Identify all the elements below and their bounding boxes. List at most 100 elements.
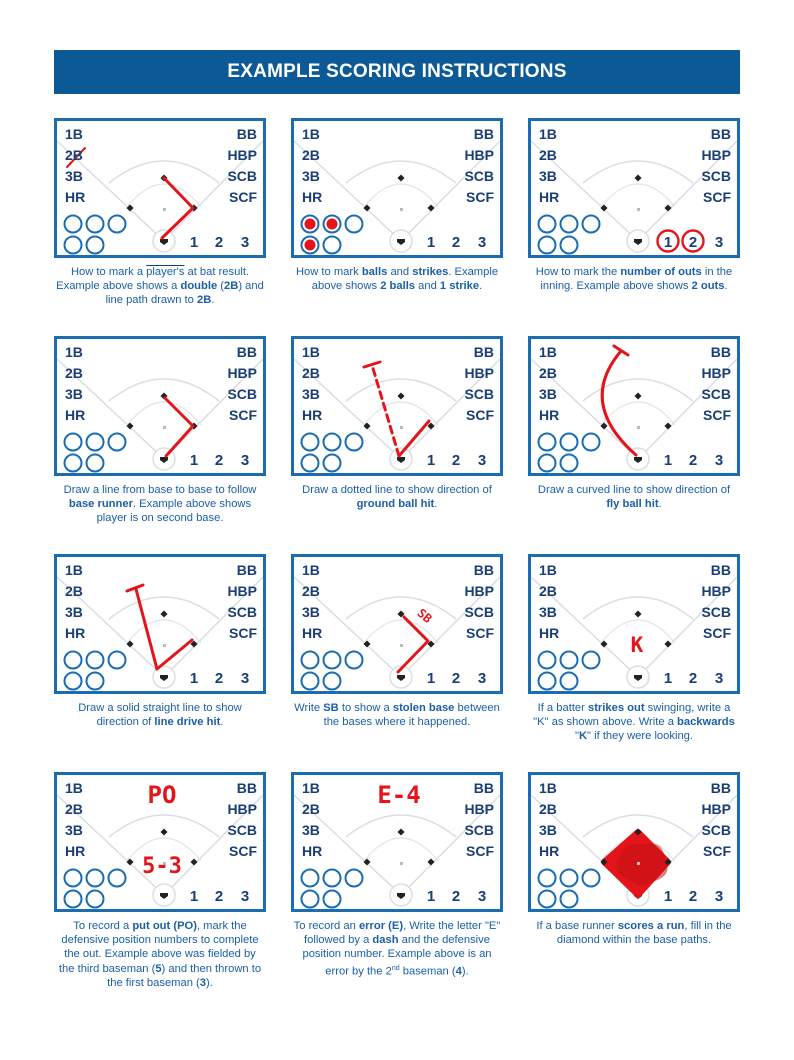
label-2b: 2B xyxy=(65,801,83,817)
out-number: 3 xyxy=(715,234,723,251)
foul-line-left xyxy=(531,140,639,242)
infield-arc xyxy=(600,619,676,644)
label-bb: BB xyxy=(473,344,494,360)
scorecard-box: 1 2 3 1B 2B 3B HR BB HBP SCB SCF xyxy=(54,554,266,694)
instruction-caption: If a base runner scores a run, fill in t… xyxy=(536,920,732,947)
infield-arc xyxy=(126,401,202,426)
label-1b: 1B xyxy=(302,562,320,578)
out-circle xyxy=(656,229,680,253)
instruction-caption: How to mark balls and strikes. Example a… xyxy=(295,266,499,293)
scorecard-box: 1 2 3 1B 2B 3B HR BB HBP SCB SCF xyxy=(528,772,740,912)
label-1b: 1B xyxy=(302,126,320,142)
count-circle xyxy=(300,432,320,452)
outfield-arc xyxy=(345,814,457,838)
scribble-fill xyxy=(616,843,668,886)
runner-path xyxy=(155,638,194,671)
scorecard-box: 1 2 3 K 1B 2B 3B HR BB HBP SCB SCF xyxy=(528,554,740,694)
label-3b: 3B xyxy=(65,386,83,402)
label-bb: BB xyxy=(710,344,731,360)
count-circle xyxy=(344,650,364,670)
label-hbp: HBP xyxy=(701,583,731,599)
out-number: 2 xyxy=(689,888,697,905)
infield-arc xyxy=(363,619,439,644)
label-hbp: HBP xyxy=(227,147,257,163)
pitchers-mound xyxy=(400,208,403,211)
scorecard-box: 1 2 3 E-4 1B 2B 3B HR BB HBP SCB SCF xyxy=(291,772,503,912)
outfield-arc xyxy=(582,596,694,620)
label-1b: 1B xyxy=(302,780,320,796)
label-2b: 2B xyxy=(539,147,557,163)
count-circle xyxy=(85,432,105,452)
instruction-caption: Draw a line from base to base to follow … xyxy=(63,484,257,525)
pitchers-mound xyxy=(163,644,166,647)
third-base xyxy=(363,204,371,212)
pitchers-mound xyxy=(637,862,640,865)
third-base xyxy=(600,422,608,430)
count-circle xyxy=(107,432,127,452)
instruction-caption: To record an error (E), Write the letter… xyxy=(293,920,501,978)
example-card-2: 1 2 3 1B 2B 3B HR BB HBP SCB SCF How to mark balls … xyxy=(291,118,503,293)
count-circle xyxy=(85,868,105,888)
label-scb: SCB xyxy=(701,604,731,620)
home-plate xyxy=(397,893,405,899)
label-3b: 3B xyxy=(65,822,83,838)
example-card-12: 1 2 3 1B 2B 3B HR BB HBP SCB SCF If a base runner s… xyxy=(528,772,740,947)
out-number: 3 xyxy=(715,670,723,687)
hit-end-tick xyxy=(125,583,145,593)
scorecard-box: 1 2 3 1B 2B 3B HR BB HBP SCB SCF xyxy=(54,336,266,476)
label-bb: BB xyxy=(236,126,257,142)
count-circle xyxy=(63,868,83,888)
scorecard-box: 1 2 3 1B 2B 3B HR BB HBP SCB SCF xyxy=(291,118,503,258)
label-hbp: HBP xyxy=(464,365,494,381)
baseball-field-diagram: 1 2 3 SB xyxy=(294,576,500,691)
count-circle xyxy=(537,235,557,255)
third-base xyxy=(126,204,134,212)
label-scb: SCB xyxy=(227,604,257,620)
example-card-5: 1 2 3 1B 2B 3B HR BB HBP SCB SCF Draw a dotted line… xyxy=(291,336,503,511)
count-circle xyxy=(107,650,127,670)
foul-line-right xyxy=(400,140,500,242)
foul-line-left xyxy=(57,358,165,460)
third-base xyxy=(126,640,134,648)
count-circle xyxy=(559,671,579,691)
outfield-arc xyxy=(108,814,220,838)
label-hbp: HBP xyxy=(227,365,257,381)
label-scb: SCB xyxy=(464,604,494,620)
defense-mark-center: 5-3 xyxy=(142,854,182,879)
pitchers-mound xyxy=(400,426,403,429)
infield-arc xyxy=(600,401,676,426)
label-hbp: HBP xyxy=(701,147,731,163)
label-bb: BB xyxy=(473,126,494,142)
label-2b: 2B xyxy=(65,583,83,599)
label-scf: SCF xyxy=(466,843,494,859)
foul-line-right xyxy=(163,794,263,896)
hit-end-tick xyxy=(612,344,630,357)
count-circle xyxy=(63,671,83,691)
label-1b: 1B xyxy=(65,344,83,360)
label-hr: HR xyxy=(65,625,86,641)
third-base xyxy=(363,640,371,648)
label-scb: SCB xyxy=(464,386,494,402)
scorecard-box: 1 2 3 1B 2B 3B HR BB HBP SCB SCF xyxy=(528,336,740,476)
count-circle xyxy=(559,650,579,670)
baseball-field-diagram: 1 2 3 K xyxy=(531,576,737,691)
pitchers-mound xyxy=(400,862,403,865)
out-number: 1 xyxy=(427,888,435,905)
label-hr: HR xyxy=(302,843,323,859)
label-1b: 1B xyxy=(539,562,557,578)
third-base xyxy=(363,422,371,430)
second-base xyxy=(397,174,405,182)
label-2b: 2B xyxy=(65,365,83,381)
label-scb: SCB xyxy=(464,168,494,184)
scorecard-box: 1 2 3 PO 5-3 1B 2B 3B HR BB HBP SCB SCF xyxy=(54,772,266,912)
strikeout-mark: K xyxy=(631,633,644,657)
label-1b: 1B xyxy=(539,780,557,796)
label-hbp: HBP xyxy=(227,583,257,599)
out-number: 2 xyxy=(452,452,460,469)
outfield-arc xyxy=(345,160,457,184)
label-2b: 2B xyxy=(65,147,83,163)
foul-line-right xyxy=(637,358,737,460)
